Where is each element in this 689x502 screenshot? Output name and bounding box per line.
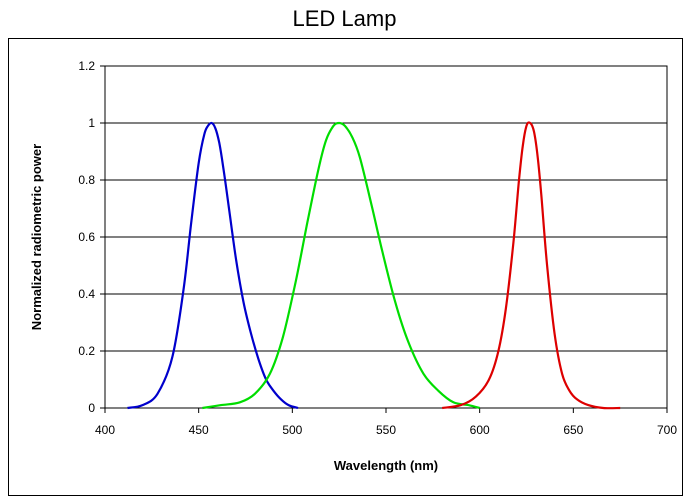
y-tick-label: 0.8 [78, 173, 95, 187]
series-lines [127, 121, 621, 410]
y-tick-label: 0.6 [78, 230, 95, 244]
y-axis-title: Normalized radiometric power [29, 144, 44, 330]
blue-series-line [127, 121, 299, 410]
y-tick-label: 1.2 [78, 59, 95, 73]
x-tick-label: 450 [189, 423, 209, 437]
x-tick-label: 400 [95, 423, 115, 437]
y-tick-label: 0.2 [78, 344, 95, 358]
x-axis-title: Wavelength (nm) [334, 458, 438, 473]
y-tick-label: 0 [88, 401, 95, 415]
y-tick-label: 0.4 [78, 287, 95, 301]
x-tick-label: 600 [470, 423, 490, 437]
y-tick-label: 1 [88, 116, 95, 130]
x-tick-label: 500 [282, 423, 302, 437]
red-series-line [442, 121, 621, 410]
x-tick-label: 550 [376, 423, 396, 437]
chart-title: LED Lamp [292, 6, 397, 31]
chart-frame [8, 38, 683, 496]
gridlines [105, 122, 667, 352]
x-tick-label: 700 [657, 423, 677, 437]
axis-ticks: 0 0.2 0.4 0.6 0.8 1 1.2 400 450 500 550 600 650 700 [78, 59, 677, 437]
x-tick-label: 650 [563, 423, 583, 437]
green-series-line [202, 121, 480, 410]
